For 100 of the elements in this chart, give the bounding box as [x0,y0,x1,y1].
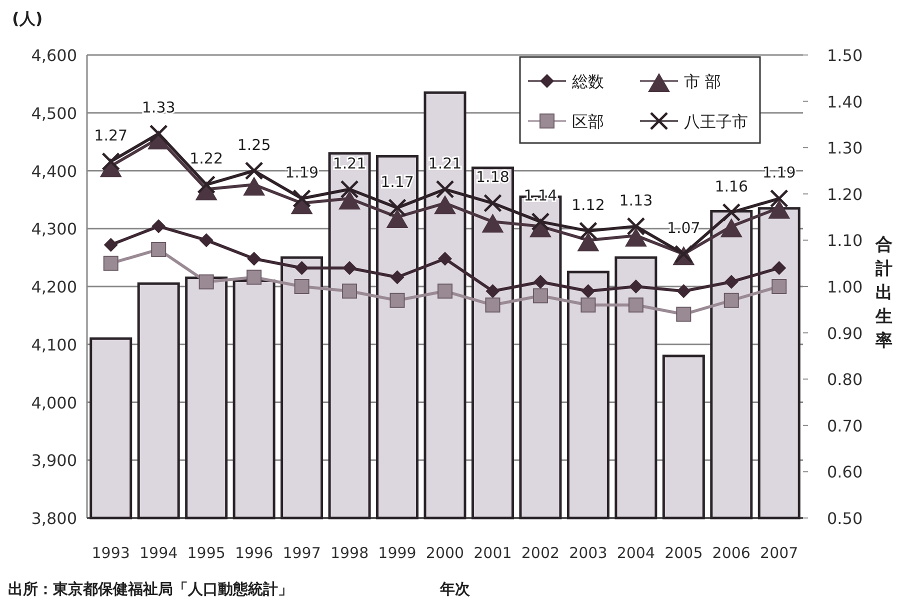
data-label: 1.19 [285,164,319,182]
data-label: 1.22 [190,150,224,168]
x-tick-label: 2002 [521,544,560,562]
point [628,280,643,294]
x-tick-label: 1996 [234,544,274,562]
point [485,298,500,313]
y-tick-label: 3,900 [31,451,77,470]
y-tick-label: 4,300 [31,220,77,239]
data-label: 1.33 [142,98,176,117]
point [720,218,742,238]
data-label: 1.17 [380,172,414,191]
y2-tick-label: 0.80 [827,370,863,390]
point [390,270,404,284]
data-label: 1.19 [762,164,796,182]
point [386,209,408,228]
x-tick-label: 2000 [426,544,464,562]
point [438,284,452,299]
point [247,252,262,266]
point [342,284,358,299]
point [532,288,548,304]
y2-tick-label: 1.20 [827,184,863,204]
y-tick-label: 3,800 [31,509,77,528]
y-tick-label: 4,200 [31,278,77,296]
data-label: 1.25 [237,136,271,154]
x-tick-label: 2001 [474,544,512,562]
data-label: 1.21 [332,154,366,172]
y2-tick-label: 1.10 [827,231,863,250]
text: 出所：東京都保健福祉局「人口動態統計」 [8,580,293,598]
point [624,228,647,247]
y2-tick-label: 0.50 [827,509,863,528]
point [294,279,310,294]
y-tick-label: 4,000 [31,393,77,412]
point [626,217,646,236]
point [246,270,262,285]
point [149,124,168,143]
x-tick-label: 1999 [378,544,416,562]
legend-label: 市 部 [684,72,722,91]
point [388,198,407,218]
data-label: 1.27 [94,126,128,144]
y-tick-label: 4,100 [31,335,77,354]
point [486,284,500,298]
point [772,260,786,275]
point [772,279,787,294]
point [244,162,264,180]
point [722,203,741,222]
point [199,233,214,248]
y-tick-label: 4,500 [31,104,77,123]
x-tick-label: 2007 [760,544,798,562]
x-tick-label: 2006 [712,544,750,562]
point [436,180,454,199]
point [724,274,738,289]
y2-tick-label: 0.90 [827,324,863,343]
y2-tick-label: 1.40 [827,92,863,112]
point [580,298,596,313]
point [531,212,550,231]
point [390,292,405,308]
x-axis-title: 年次 [439,580,471,598]
point [338,190,361,210]
y2-tick-label: 0.70 [827,416,863,436]
point [152,219,166,234]
legend-label: 区部 [572,112,604,131]
point [482,214,504,233]
legend-label: 八王子市 [684,112,748,131]
point [577,232,600,252]
y-tick-label: 4,600 [31,46,77,65]
x-tick-label: 2004 [616,544,656,562]
point [724,292,739,308]
point [770,189,788,208]
data-label: 1.16 [714,177,748,196]
data-label: 1.18 [476,168,510,186]
point [294,260,309,275]
point [104,238,118,252]
x-tick-label: 1997 [282,544,321,562]
point [768,200,790,219]
legend-label: 総数 [571,72,604,91]
y2-axis-title: 合計出生率 [874,235,892,351]
point [578,222,598,240]
y2-tick-label: 1.50 [827,46,863,65]
y2-tick-label: 1.00 [827,278,863,296]
point [438,252,452,266]
data-label: 1.21 [428,154,462,172]
data-label: 1.07 [666,219,700,238]
point [483,194,502,212]
point [103,256,118,271]
point [533,274,548,289]
data-label: 1.12 [571,196,605,214]
x-tick-label: 1995 [187,544,226,562]
x-tick-label: 2003 [569,544,608,562]
point [676,306,692,322]
data-label: 1.13 [619,191,653,210]
point [198,274,214,290]
y-axis-title: (人) [12,9,43,28]
point [676,284,691,298]
x-tick-label: 1994 [140,544,178,562]
y2-tick-label: 1.30 [827,138,863,158]
point [243,176,266,196]
x-tick-label: 2005 [664,544,703,562]
x-tick-label: 1998 [330,544,369,562]
point [628,298,644,313]
point [340,180,359,199]
